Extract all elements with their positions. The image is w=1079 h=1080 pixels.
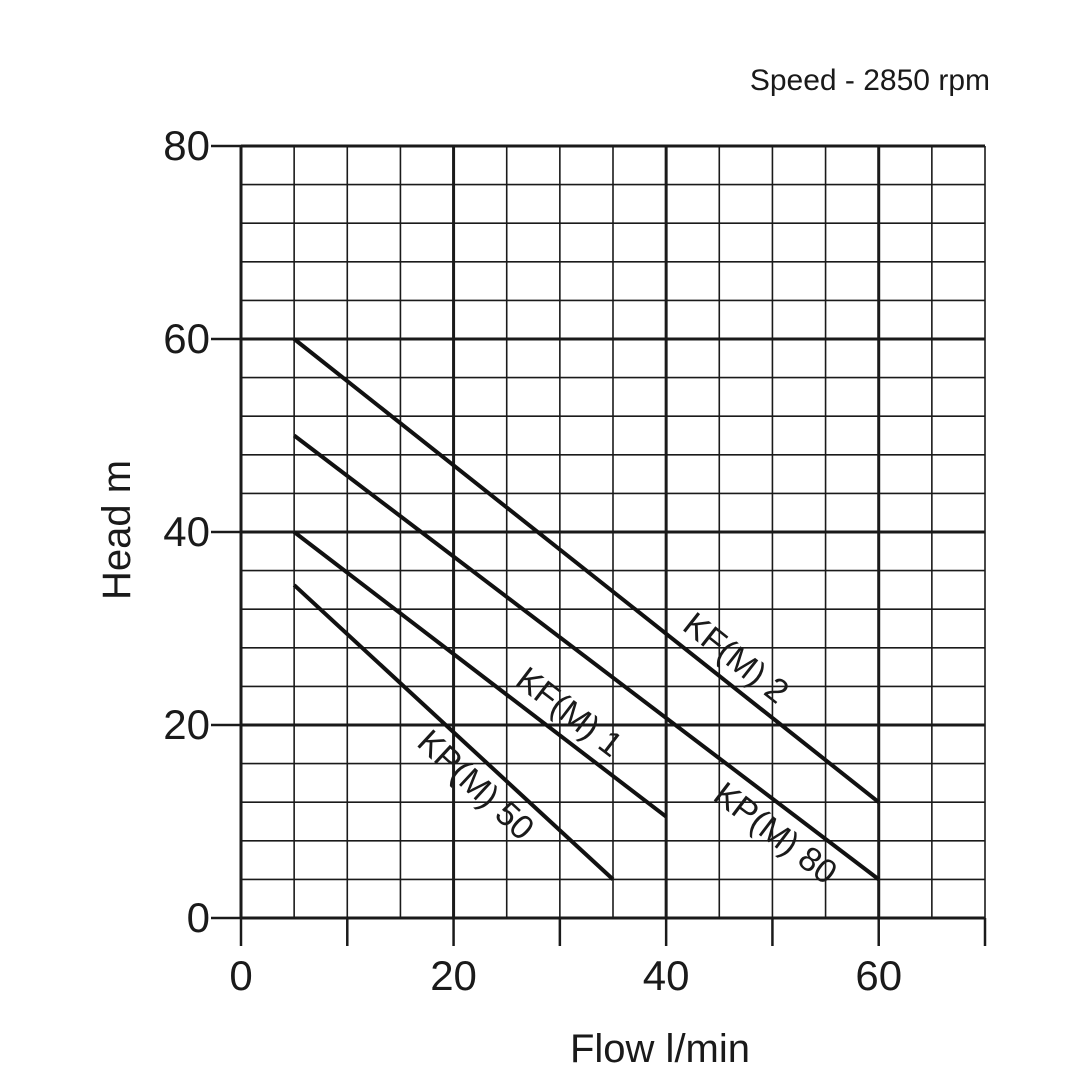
y-tick-label: 20 — [163, 701, 210, 748]
x-axis-title: Flow l/min — [570, 1027, 750, 1071]
series-label-2: KP(M) 80 — [707, 775, 844, 892]
series-label-4: KP(M) 50 — [410, 723, 541, 848]
series-line-3 — [292, 530, 668, 819]
series-line-1 — [292, 337, 880, 804]
y-tick-label: 60 — [163, 315, 210, 362]
series-line-2 — [292, 433, 880, 881]
x-tick-label: 0 — [229, 952, 252, 999]
chart-subtitle: Speed - 2850 rpm — [750, 64, 990, 97]
y-tick-label: 0 — [187, 894, 210, 941]
chart-grid — [211, 144, 987, 946]
x-tick-label: 20 — [430, 952, 477, 999]
x-tick-label: 60 — [855, 952, 902, 999]
x-tick-label: 40 — [643, 952, 690, 999]
series-label-1: KF(M) 2 — [676, 605, 796, 711]
y-tick-label: 40 — [163, 508, 210, 555]
y-axis-title: Head m — [95, 460, 139, 600]
y-tick-label: 80 — [163, 122, 210, 169]
axis-ticks: 0 20 40 60 0 20 40 60 80 — [163, 122, 902, 999]
series-line-4 — [292, 583, 615, 881]
